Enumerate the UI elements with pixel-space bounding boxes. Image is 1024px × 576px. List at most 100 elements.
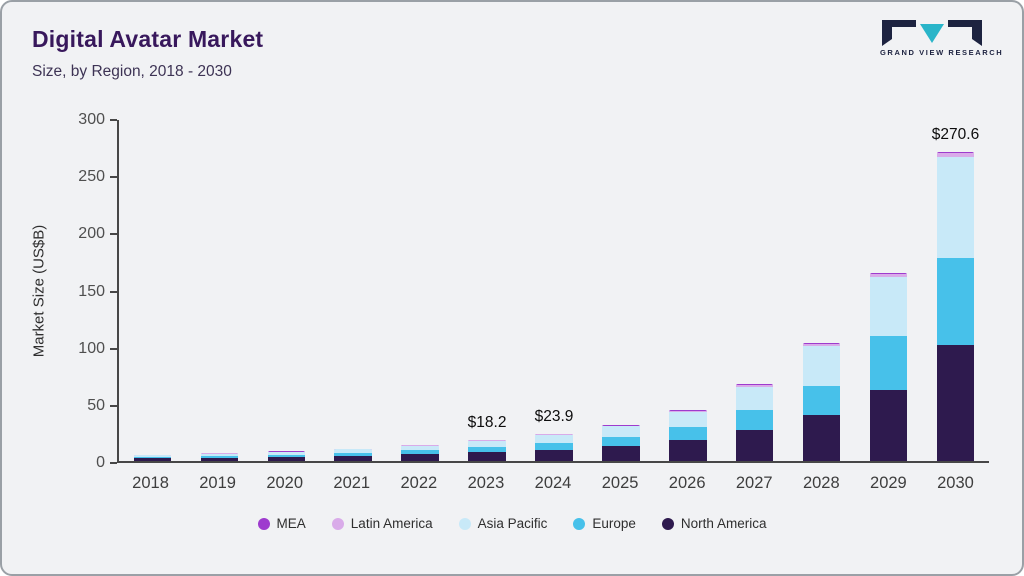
bar-segment-north-america-2027[interactable] — [736, 429, 774, 461]
legend-label-north-america: North America — [680, 516, 767, 531]
bar-segment-latin-america-2024[interactable] — [535, 434, 573, 435]
x-tick-label-2022: 2022 — [400, 474, 438, 492]
bar-segment-asia-pacific-2022[interactable] — [401, 445, 439, 451]
chart-legend: MEA Latin America Asia Pacific Europe North … — [2, 516, 1022, 531]
stacked-bar-2026[interactable] — [669, 410, 707, 461]
bar-segment-north-america-2018[interactable] — [133, 458, 172, 461]
bar-segment-asia-pacific-2020[interactable] — [267, 451, 306, 455]
bar-column-2023: $18.2 — [454, 120, 521, 461]
bar-segment-europe-2025[interactable] — [602, 437, 640, 447]
legend-swatch-europe — [573, 517, 586, 530]
bar-segment-europe-2019[interactable] — [200, 455, 239, 458]
bar-segment-europe-2028[interactable] — [802, 386, 841, 415]
bar-segment-europe-2030[interactable] — [936, 258, 975, 345]
y-tick-mark — [110, 347, 117, 350]
bar-segment-north-america-2030[interactable] — [936, 344, 975, 461]
stacked-bar-2021[interactable] — [334, 448, 372, 461]
bar-segment-asia-pacific-2030[interactable] — [936, 157, 975, 259]
bar-segment-latin-america-2026[interactable] — [669, 410, 707, 412]
stacked-bar-2023[interactable] — [468, 440, 506, 461]
bar-segment-asia-pacific-2027[interactable] — [736, 386, 774, 411]
legend-swatch-latin-america — [331, 517, 344, 530]
legend-item-europe[interactable]: Europe — [573, 516, 636, 531]
stacked-bar-2029[interactable] — [869, 272, 908, 461]
bar-segment-mea-2028[interactable] — [802, 342, 841, 344]
y-tick-mark — [110, 290, 117, 293]
bar-column-2025 — [587, 120, 654, 461]
x-tick-label-2021: 2021 — [333, 474, 371, 492]
legend-label-europe: Europe — [592, 516, 636, 531]
bar-segment-europe-2021[interactable] — [334, 452, 372, 456]
bar-segment-north-america-2021[interactable] — [334, 455, 372, 461]
bar-segment-europe-2020[interactable] — [267, 454, 306, 457]
bar-segment-north-america-2026[interactable] — [669, 439, 707, 461]
bar-column-2021 — [320, 120, 387, 461]
legend-item-latin-america[interactable]: Latin America — [331, 516, 433, 531]
bar-segment-asia-pacific-2026[interactable] — [669, 411, 707, 427]
stacked-bar-2020[interactable] — [267, 451, 306, 461]
bar-segment-mea-2026[interactable] — [669, 410, 707, 411]
bar-segment-europe-2029[interactable] — [869, 336, 908, 390]
y-tick-label-300: 300 — [78, 111, 105, 128]
bar-segment-europe-2027[interactable] — [736, 410, 774, 430]
bar-segment-asia-pacific-2021[interactable] — [334, 449, 372, 453]
y-tick-label-50: 50 — [87, 396, 105, 414]
x-tick-label-2024: 2024 — [534, 474, 572, 492]
x-tick-label-2023: 2023 — [467, 474, 505, 492]
bar-segment-asia-pacific-2029[interactable] — [869, 276, 908, 337]
bar-segment-asia-pacific-2024[interactable] — [535, 434, 573, 443]
stacked-bar-2030[interactable] — [936, 151, 975, 461]
legend-swatch-north-america — [661, 517, 674, 530]
bar-segment-north-america-2025[interactable] — [602, 446, 640, 461]
stacked-bar-2019[interactable] — [200, 453, 239, 461]
legend-item-mea[interactable]: MEA — [257, 516, 306, 531]
bar-segment-north-america-2022[interactable] — [401, 454, 439, 461]
bar-segment-latin-america-2025[interactable] — [602, 425, 640, 427]
bar-segment-north-america-2028[interactable] — [802, 414, 841, 461]
stacked-bar-2027[interactable] — [736, 384, 774, 461]
stacked-bar-2024[interactable] — [535, 433, 573, 461]
bar-segment-north-america-2024[interactable] — [535, 449, 573, 461]
bar-segment-latin-america-2030[interactable] — [936, 153, 975, 158]
stacked-bar-2028[interactable] — [802, 342, 841, 461]
legend-item-north-america[interactable]: North America — [661, 516, 767, 531]
bar-segment-north-america-2020[interactable] — [267, 457, 306, 461]
x-tick-label-2028: 2028 — [802, 474, 840, 492]
x-tick-label-2019: 2019 — [199, 474, 236, 492]
y-tick-label-150: 150 — [78, 282, 105, 300]
bar-segment-asia-pacific-2028[interactable] — [802, 346, 841, 387]
bar-column-2024: $23.9 — [521, 120, 588, 461]
bar-segment-europe-2022[interactable] — [401, 450, 439, 455]
legend-label-latin-america: Latin America — [350, 516, 433, 531]
stacked-bar-2018[interactable] — [133, 454, 172, 461]
bar-segment-latin-america-2028[interactable] — [802, 343, 841, 347]
x-tick-label-2029: 2029 — [870, 474, 907, 492]
bar-segment-mea-2027[interactable] — [736, 384, 774, 385]
legend-item-asia-pacific[interactable]: Asia Pacific — [458, 516, 547, 531]
x-tick-label-2020: 2020 — [266, 474, 304, 492]
stacked-bar-2022[interactable] — [401, 445, 439, 461]
bar-segment-asia-pacific-2019[interactable] — [200, 453, 239, 456]
plot-area: $18.2 $23.9 $270.6 — [110, 119, 989, 464]
bar-segment-mea-2029[interactable] — [869, 272, 908, 275]
y-tick-label-0: 0 — [96, 454, 105, 471]
stacked-bar-2025[interactable] — [602, 425, 640, 461]
legend-swatch-asia-pacific — [458, 517, 471, 530]
bar-segment-asia-pacific-2023[interactable] — [468, 440, 506, 447]
bar-segment-europe-2026[interactable] — [669, 426, 707, 440]
bar-segment-north-america-2023[interactable] — [468, 452, 506, 461]
bar-column-2028 — [788, 120, 855, 461]
bar-segment-europe-2024[interactable] — [535, 442, 573, 450]
bar-segment-asia-pacific-2018[interactable] — [133, 454, 172, 457]
y-tick-mark — [110, 176, 117, 179]
bar-segment-europe-2023[interactable] — [468, 446, 506, 453]
bar-segment-latin-america-2029[interactable] — [869, 274, 908, 277]
bar-column-2026 — [654, 120, 721, 461]
bar-segment-north-america-2029[interactable] — [869, 389, 908, 461]
bar-segment-europe-2018[interactable] — [133, 456, 172, 459]
bar-segment-mea-2030[interactable] — [936, 151, 975, 154]
bar-column-2019 — [186, 120, 253, 461]
bar-segment-latin-america-2027[interactable] — [736, 385, 774, 387]
bar-segment-north-america-2019[interactable] — [200, 457, 239, 461]
bar-segment-asia-pacific-2025[interactable] — [602, 426, 640, 437]
